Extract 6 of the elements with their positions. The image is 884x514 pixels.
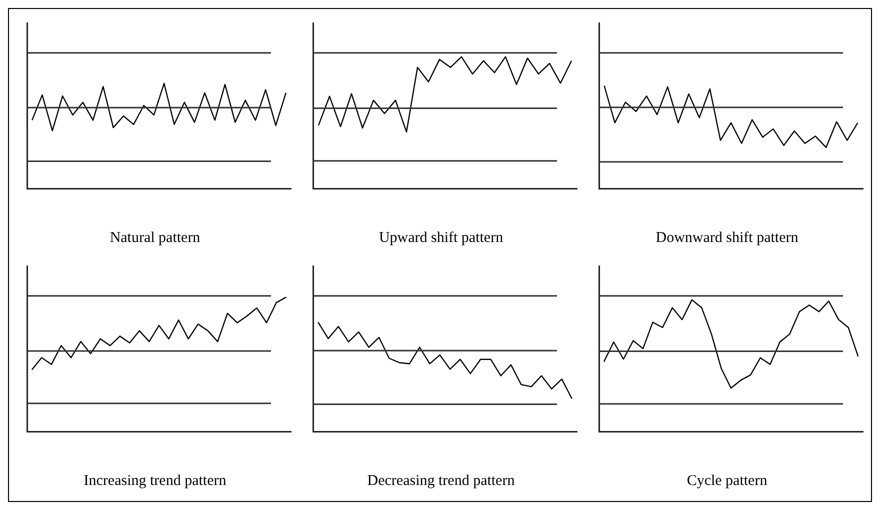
text: Decreasing trend pattern bbox=[367, 472, 516, 489]
text: Natural pattern bbox=[110, 230, 201, 246]
text: Cycle pattern bbox=[686, 472, 768, 489]
text: Upward shift pattern bbox=[378, 230, 504, 246]
text: Increasing trend pattern bbox=[84, 472, 227, 489]
text: Downward shift pattern bbox=[656, 230, 799, 246]
